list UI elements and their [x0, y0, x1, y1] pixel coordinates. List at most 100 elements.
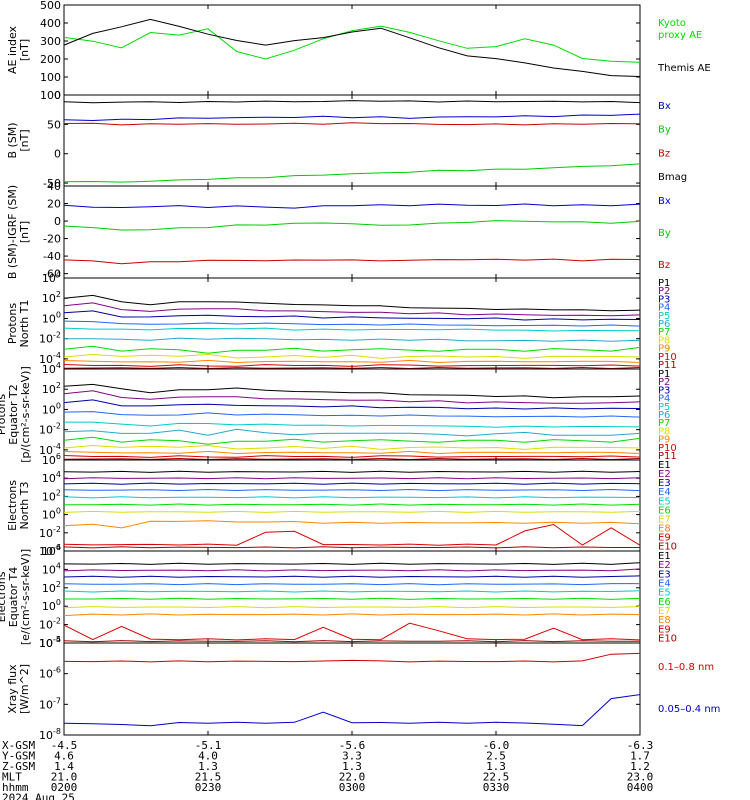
series-line-e3: [63, 482, 641, 485]
y-tick-label: 102: [42, 488, 61, 503]
y-tick-label: 10-4: [39, 351, 61, 366]
legend-entry: E1: [658, 460, 671, 471]
legend-entry: E8: [658, 615, 671, 626]
legend-entry: Bz: [658, 148, 670, 159]
series-line-e1: [63, 562, 641, 565]
y-tick-label: 10-2: [39, 617, 61, 632]
y-tick-label: 0: [54, 148, 61, 161]
y-tick-label: 10-8: [39, 727, 61, 742]
series-line-by: [63, 163, 641, 183]
legend-entry: E6: [658, 505, 671, 516]
panel-frame: [63, 642, 641, 736]
y-tick-label: 106: [42, 452, 61, 467]
series-line-e4: [63, 488, 641, 492]
legend-entry: E4: [658, 487, 671, 498]
legend-entry: P8: [658, 335, 670, 346]
series-line-p4: [63, 411, 641, 418]
series-line-p11: [63, 457, 641, 461]
y-tick-label: 50: [47, 118, 61, 131]
legend-entry: E4: [658, 579, 671, 590]
panel-bsm: -50 0 50 100 B (SM)[nT] Bx By Bz Bmag: [6, 89, 687, 190]
series-line-kyoto-proxy-ae: [63, 25, 641, 63]
series-line-p7: [63, 436, 641, 445]
legend-entry: E1: [658, 551, 671, 562]
series-line-p10: [63, 364, 641, 367]
ephemeris-value: 3.3: [342, 750, 362, 763]
series-line-e5: [63, 496, 641, 499]
y-tick-label: -40: [43, 250, 61, 263]
legend-entry: P2: [658, 377, 670, 388]
ephemeris-label: Y-GSM: [2, 750, 35, 763]
legend-entry: P9: [658, 435, 670, 446]
series-line-p10: [63, 455, 641, 458]
legend-entry: E6: [658, 597, 671, 608]
legend-entry: 0.05–0.4 nm: [658, 704, 720, 715]
y-axis-label: B (SM)[nT]: [6, 122, 31, 158]
ephemeris-value: 21.5: [195, 771, 222, 784]
ephemeris-value: -6.0: [483, 739, 510, 752]
ephemeris-value: 2.5: [486, 750, 506, 763]
series-line-e1: [63, 470, 641, 473]
series-line-0-1-0-8-nm: [63, 652, 641, 663]
panel-eet4: 106 104 102 100 10-2 10-4 ElectronsEquator T4[…: [0, 543, 677, 650]
series-line-p4: [63, 320, 641, 327]
series-line-p2: [63, 302, 641, 317]
legend-entry: E10: [658, 542, 677, 553]
ephemeris-value: 1.3: [486, 760, 506, 773]
legend-entry: P1: [658, 278, 670, 289]
legend-entry: P8: [658, 426, 670, 437]
y-tick-label: 100: [42, 507, 61, 522]
legend-entry: Kyoto proxy AE: [658, 18, 702, 41]
legend-entry: Bx: [658, 196, 671, 207]
ephemeris-value: -6.3: [627, 739, 654, 752]
ephemeris-value: 0400: [627, 781, 654, 794]
legend-entry: E5: [658, 588, 671, 599]
series-line-p3: [63, 399, 641, 410]
legend-entry: P11: [658, 360, 677, 371]
ephemeris-value: 1.3: [342, 760, 362, 773]
legend-entry: E7: [658, 514, 671, 525]
legend-entry: E3: [658, 478, 671, 489]
y-tick-label: -60: [43, 268, 61, 281]
series-line-e8: [63, 520, 641, 529]
series-line-e6: [64, 503, 641, 506]
y-tick-label: 10-4: [39, 543, 61, 558]
legend-entry: P3: [658, 294, 670, 305]
series-line-p8: [63, 353, 641, 359]
ephemeris-table: X-GSM -4.5 -5.1 -5.6 -6.0 -6.3 Y-GSM 4.6 4.0 3.3 2…: [2, 739, 653, 800]
date-label: 2024 Aug 25: [2, 792, 75, 800]
ephemeris-value: 22.5: [483, 771, 510, 784]
series-line-bmag: [63, 100, 641, 104]
ephemeris-value: -5.6: [339, 739, 366, 752]
ephemeris-value: 0200: [51, 781, 78, 794]
ephemeris-value: 1.2: [630, 760, 650, 773]
y-tick-label: 100: [42, 598, 61, 613]
series-line-e4: [63, 583, 641, 586]
series-line-p9: [63, 359, 641, 364]
series-line-p6: [63, 428, 641, 437]
ephemeris-value: -4.5: [51, 739, 78, 752]
ephemeris-value: 4.0: [198, 750, 218, 763]
y-tick-label: 100: [42, 310, 61, 325]
series-line-bx: [63, 113, 641, 122]
y-tick-label: 10-7: [39, 696, 61, 711]
legend-entry: E2: [658, 469, 671, 480]
y-tick-label: 102: [42, 381, 61, 396]
y-axis-label: Xray flux[W/m^2]: [6, 664, 31, 714]
y-axis-label: ProtonsNorth T1: [6, 300, 31, 348]
ephemeris-label: X-GSM: [2, 739, 35, 752]
y-tick-label: 106: [42, 543, 61, 558]
series-line-e10: [63, 546, 640, 549]
y-axis-label: ProtonsEquator T2[p/(cm²-s-sr-keV)]: [0, 366, 32, 463]
ephemeris-value: -5.1: [195, 739, 222, 752]
panel-frame: [63, 185, 641, 279]
y-tick-label: 102: [42, 580, 61, 595]
ephemeris-value: 4.6: [54, 750, 74, 763]
legend-entry: Themis AE: [657, 63, 711, 74]
series-line-e7: [63, 606, 641, 609]
legend-entry: Bmag: [658, 172, 687, 183]
series-line-p6: [64, 337, 641, 342]
legend-entry: E8: [658, 523, 671, 534]
panel-pet2: 104 102 100 10-2 10-4 ProtonsEquator T2[p/(cm…: [0, 361, 677, 463]
series-line-p5: [63, 327, 641, 332]
